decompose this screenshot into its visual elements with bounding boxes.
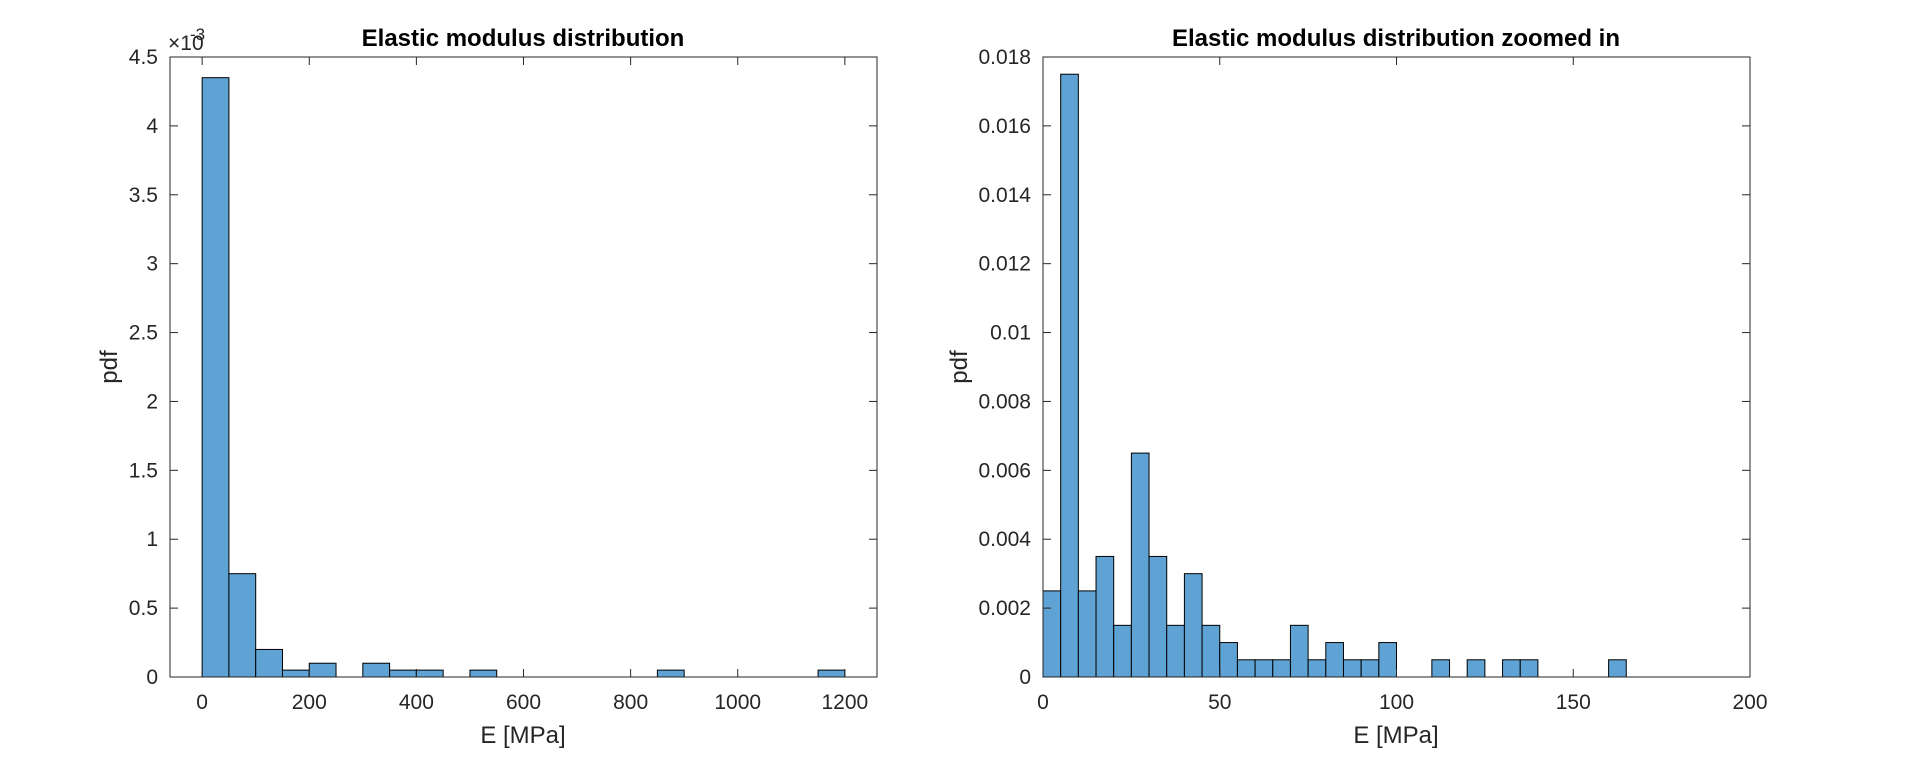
y-tick-label: 3.5 bbox=[129, 184, 158, 207]
histogram-bar bbox=[1608, 659, 1627, 678]
y-tick-label: 0.018 bbox=[978, 46, 1031, 69]
histogram-bar bbox=[255, 648, 283, 678]
x-axis-label: E [MPa] bbox=[1353, 722, 1438, 749]
histogram-bar bbox=[1360, 659, 1380, 678]
y-tick-label: 0.5 bbox=[129, 597, 158, 620]
x-tick-labels: 0 200 400 600 800 1000 1200 bbox=[196, 691, 868, 714]
y-tick-label: 1.5 bbox=[129, 459, 158, 482]
x-axis-label: E [MPa] bbox=[480, 722, 565, 749]
histogram-bar bbox=[362, 662, 391, 678]
y-tick-label: 0.006 bbox=[978, 459, 1031, 482]
histogram-bar bbox=[1466, 659, 1486, 678]
histogram-bar bbox=[1113, 624, 1132, 678]
y-exponent-label: ×10 -3 bbox=[168, 25, 205, 55]
histogram-bar bbox=[1272, 659, 1291, 678]
x-tick-label: 1200 bbox=[822, 691, 869, 714]
y-tick-label: 0.014 bbox=[978, 184, 1031, 207]
y-tick-labels: 0 0.002 0.004 0.006 0.008 0.01 0.012 0.014 0.016… bbox=[978, 46, 1031, 689]
y-tick-label: 2 bbox=[146, 390, 158, 413]
histogram-bar bbox=[1519, 659, 1539, 678]
y-tick-label: 2.5 bbox=[129, 322, 158, 345]
y-tick-label: 0.016 bbox=[978, 115, 1031, 138]
x-tick-label: 400 bbox=[399, 691, 434, 714]
x-tick-label: 100 bbox=[1379, 691, 1414, 714]
y-tick-label: 0.01 bbox=[990, 322, 1031, 345]
histogram-bar bbox=[1095, 555, 1115, 678]
y-exponent-base: ×10 bbox=[168, 32, 204, 55]
y-axis-label: pdf bbox=[96, 350, 123, 384]
y-tick-label: 0.004 bbox=[978, 528, 1031, 551]
x-tick-label: 800 bbox=[613, 691, 648, 714]
tick-marks bbox=[170, 56, 877, 678]
plot-area bbox=[170, 57, 877, 677]
histogram-panel-full: 0 200 400 600 800 1000 1200 0 0.5 1 1.5 2 2.5 3 3.5 4 4… bbox=[96, 25, 878, 749]
histogram-bar bbox=[1289, 624, 1309, 678]
histogram-bar bbox=[1148, 555, 1168, 678]
y-tick-label: 0.012 bbox=[978, 253, 1031, 276]
x-tick-label: 1000 bbox=[714, 691, 761, 714]
histogram-bar bbox=[1378, 642, 1397, 678]
y-tick-label: 4.5 bbox=[129, 46, 158, 69]
y-axis-label: pdf bbox=[946, 350, 973, 384]
histogram-bar bbox=[469, 669, 498, 678]
y-tick-label: 0.008 bbox=[978, 390, 1031, 413]
histogram-bar bbox=[1342, 659, 1362, 678]
y-tick-label: 0 bbox=[1019, 666, 1031, 689]
x-tick-label: 0 bbox=[1037, 691, 1049, 714]
histogram-bar bbox=[228, 573, 257, 678]
x-tick-label: 150 bbox=[1556, 691, 1591, 714]
histogram-bar bbox=[1219, 642, 1238, 678]
x-tick-label: 0 bbox=[196, 691, 208, 714]
y-tick-label: 4 bbox=[146, 115, 158, 138]
x-tick-label: 600 bbox=[506, 691, 541, 714]
histogram-bar bbox=[1201, 624, 1221, 678]
histogram-bar bbox=[415, 669, 444, 678]
y-tick-label: 3 bbox=[146, 253, 158, 276]
y-tick-labels: 0 0.5 1 1.5 2 2.5 3 3.5 4 4.5 bbox=[129, 46, 159, 689]
tick-marks bbox=[1042, 56, 1751, 678]
x-tick-labels: 0 50 100 150 200 bbox=[1037, 691, 1767, 714]
histogram-bar bbox=[1183, 573, 1203, 678]
histogram-bar bbox=[1502, 659, 1521, 678]
histogram-bar bbox=[201, 77, 230, 678]
y-tick-label: 0 bbox=[146, 666, 158, 689]
histogram-bar bbox=[1130, 452, 1150, 678]
histogram-bar bbox=[1060, 73, 1079, 678]
histogram-bar bbox=[1431, 659, 1451, 678]
chart-title: Elastic modulus distribution zoomed in bbox=[1172, 25, 1620, 52]
histogram-bars bbox=[201, 77, 846, 678]
histogram-bar bbox=[1166, 624, 1185, 678]
histogram-bar bbox=[281, 669, 310, 678]
histogram-bar bbox=[1042, 590, 1062, 678]
histogram-bar bbox=[389, 669, 417, 678]
histogram-bar bbox=[817, 669, 846, 678]
x-tick-label: 200 bbox=[292, 691, 327, 714]
histogram-bar bbox=[1254, 659, 1274, 678]
y-exponent-value: -3 bbox=[190, 25, 205, 44]
y-tick-label: 0.002 bbox=[978, 597, 1031, 620]
chart-title: Elastic modulus distribution bbox=[362, 25, 685, 52]
histogram-bar bbox=[656, 669, 685, 678]
histogram-bar bbox=[1077, 590, 1097, 678]
histogram-bar bbox=[1325, 642, 1344, 678]
histogram-bar bbox=[308, 662, 337, 678]
histogram-panel-zoomed: 0 50 100 150 200 0 0.002 0.004 0.006 0.008 0.01 0.… bbox=[946, 25, 1768, 749]
y-tick-label: 1 bbox=[146, 528, 158, 551]
histogram-bar bbox=[1307, 659, 1327, 678]
histogram-bar bbox=[1236, 659, 1256, 678]
x-tick-label: 200 bbox=[1732, 691, 1767, 714]
x-tick-label: 50 bbox=[1208, 691, 1231, 714]
